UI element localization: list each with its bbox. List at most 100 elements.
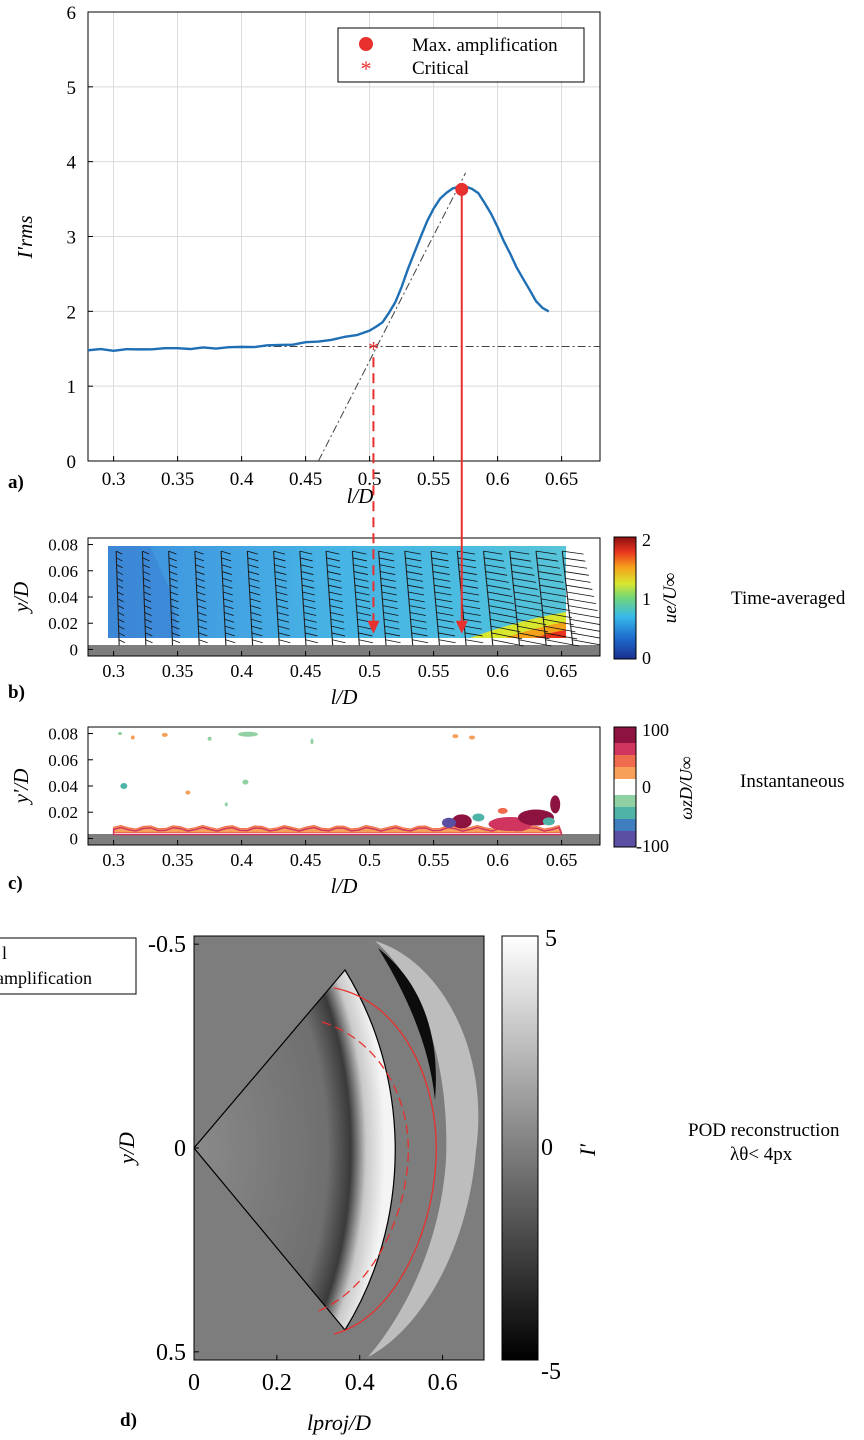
vorticity-blob: [120, 783, 128, 789]
velocity-vector: [248, 564, 259, 569]
x-tick-label: 0.3: [102, 469, 126, 490]
side-label-pod: POD reconstruction: [688, 1120, 840, 1141]
velocity-vector: [379, 557, 395, 562]
velocity-vector: [196, 584, 206, 589]
velocity-vector: [330, 618, 345, 623]
connector-arrows: [367, 189, 468, 634]
velocity-vector: [247, 557, 259, 562]
panel-label-a: a): [8, 472, 24, 493]
x-tick-label: 0.65: [546, 850, 578, 870]
velocity-vector: [195, 571, 205, 575]
x-tick-label: 0.45: [290, 661, 322, 681]
velocity-vector: [326, 564, 341, 569]
velocity-vector: [249, 584, 260, 589]
velocity-vector: [407, 584, 424, 589]
vorticity-blob: [238, 731, 258, 737]
x-tick-label: 0.4: [230, 850, 253, 870]
velocity-vector: [144, 625, 153, 630]
velocity-vector: [117, 612, 125, 616]
y-tick-label: 0.02: [48, 614, 78, 633]
velocity-vector: [224, 618, 235, 623]
velocity-vector: [535, 550, 557, 555]
velocity-vector: [433, 584, 451, 589]
velocity-vector: [249, 591, 261, 596]
velocity-vector: [537, 564, 560, 569]
velocity-vector: [543, 618, 574, 626]
velocity-vector: [195, 564, 205, 569]
vorticity-blob: [472, 813, 485, 822]
velocity-vector: [485, 571, 508, 576]
velocity-vector: [327, 577, 342, 582]
panel-c-cbar-label: ωzD/U∞: [676, 756, 696, 820]
y-tick-label: 2: [67, 302, 77, 323]
velocity-vector: [172, 639, 181, 644]
x-tick-label: 0.6: [486, 469, 510, 490]
velocity-vector: [492, 639, 524, 647]
velocity-vector: [142, 564, 150, 569]
velocity-vector: [355, 598, 371, 603]
velocity-vector: [300, 557, 313, 562]
x-tick-label: 0.45: [289, 469, 322, 490]
vorticity-blob: [441, 817, 456, 828]
velocity-vector: [327, 571, 341, 575]
vorticity-layer-inner: [112, 826, 563, 836]
velocity-vector: [382, 605, 398, 610]
velocity-vector: [358, 639, 374, 644]
velocity-vector: [303, 612, 317, 616]
velocity-vector: [143, 584, 151, 589]
velocity-vector: [408, 591, 425, 596]
velocity-vector: [198, 632, 208, 637]
velocity-vector: [572, 639, 600, 646]
velocity-vector: [541, 598, 569, 604]
panel-a-ticks: 0.3 0.35 0.4 0.45 0.5 0.55 0.6 0.65 0 1 2 3 4 5 6: [67, 3, 579, 490]
panel-a: * 0.3 0.35 0.4 0.45 0.5 0.55 0.6 0.65 0 1 2 3 4 5 6 l/…: [13, 3, 601, 508]
y-tick-label: -0.5: [148, 932, 186, 958]
velocity-vector: [432, 571, 450, 575]
velocity-vector: [484, 564, 506, 569]
velocity-vector: [301, 584, 315, 589]
velocity-vector: [353, 571, 369, 575]
panel-b-colorbar: [613, 536, 637, 660]
vector-column: [246, 551, 254, 646]
velocity-vector: [116, 571, 123, 575]
x-tick-label: 0.55: [417, 469, 450, 490]
velocity-vector: [436, 612, 454, 616]
vorticity-blob: [542, 817, 555, 826]
vector-column: [430, 551, 440, 646]
velocity-vector: [170, 591, 179, 596]
velocity-vector: [562, 550, 584, 555]
velocity-vector: [331, 625, 345, 630]
velocity-vector: [325, 550, 340, 555]
side-label-instantaneous: Instantaneous: [740, 771, 845, 792]
velocity-vector: [438, 639, 456, 644]
x-tick-label: 0.4: [230, 469, 254, 490]
velocity-vector: [405, 564, 422, 569]
y-tick-label: 0: [70, 829, 79, 848]
velocity-vector: [462, 612, 481, 616]
velocity-vector: [225, 632, 235, 637]
velocity-vector: [273, 557, 286, 562]
velocity-vector: [404, 550, 421, 555]
y-tick-label: 0: [174, 1136, 186, 1162]
vector-column: [325, 551, 334, 646]
velocity-vector: [382, 598, 398, 603]
velocity-vector: [302, 598, 316, 603]
velocity-vector: [115, 550, 123, 555]
velocity-vector: [488, 598, 514, 604]
velocity-vector: [116, 557, 123, 562]
y-tick-label: 0.02: [48, 803, 78, 822]
velocity-vector: [381, 591, 397, 596]
critical-marker: *: [368, 336, 379, 361]
velocity-vector: [330, 612, 344, 616]
x-tick-label: 0.3: [102, 661, 125, 681]
y-tick-label: 0: [67, 452, 77, 473]
velocity-vector: [117, 584, 124, 589]
vorticity-blob: [497, 807, 508, 814]
velocity-vector: [224, 625, 235, 630]
velocity-vector: [565, 577, 591, 583]
x-tick-label: 0.55: [418, 850, 450, 870]
vorticity-blob: [242, 779, 249, 785]
velocity-vector: [568, 605, 598, 612]
panel-d-cbar-tick: 0: [541, 1135, 553, 1161]
velocity-vector: [251, 618, 262, 623]
